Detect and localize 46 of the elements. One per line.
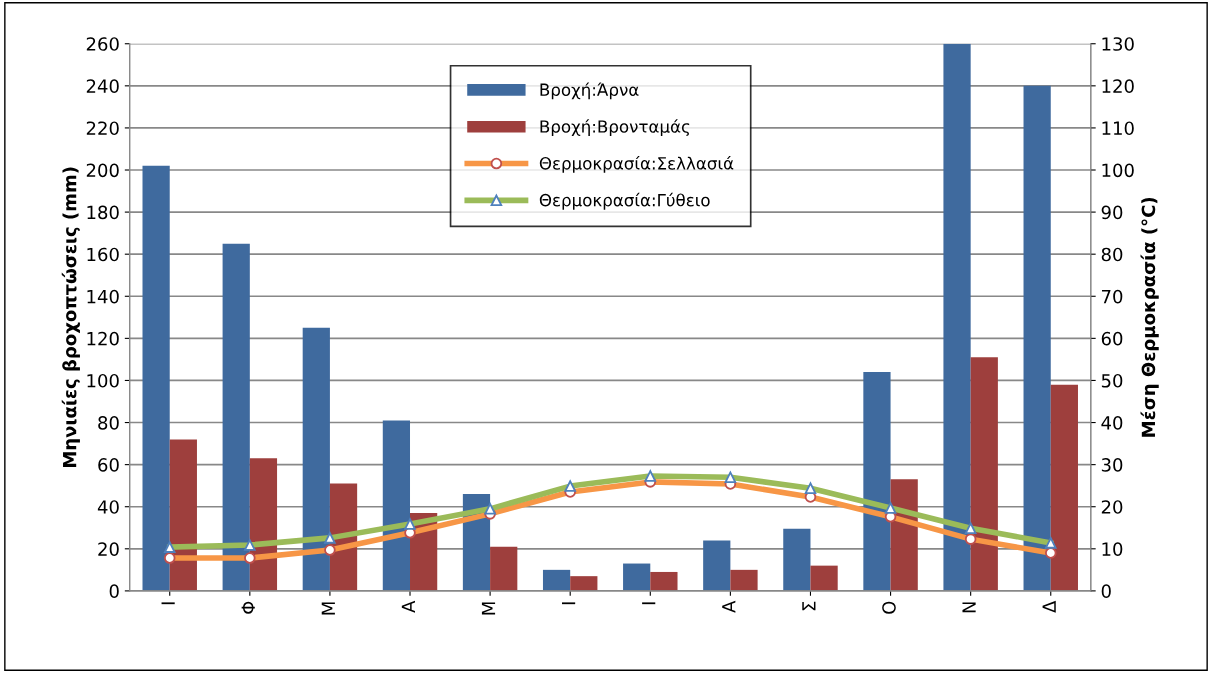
y-tick-label: 260 bbox=[86, 37, 119, 51]
y-tick-label: 180 bbox=[87, 205, 119, 220]
x-tick-label: Μ bbox=[481, 602, 496, 615]
y2-tick-label: 0 bbox=[1101, 584, 1111, 599]
y-tick-label: 240 bbox=[86, 79, 119, 93]
y2-tick-label: 110 bbox=[1102, 121, 1134, 136]
x-tick-label: Ι bbox=[562, 602, 576, 605]
y2-tick-label: 60 bbox=[1101, 331, 1123, 346]
y2-tick-label: 10 bbox=[1102, 542, 1123, 556]
legend-label: Θερμοκρασία:Γύθειο bbox=[539, 192, 710, 210]
x-tick-label: Ν bbox=[962, 602, 976, 613]
y-tick-label: 160 bbox=[87, 247, 119, 262]
y2-tick-label: 70 bbox=[1102, 289, 1123, 304]
y-tick-label: 40 bbox=[97, 500, 119, 514]
x-tick-label: Φ bbox=[241, 601, 255, 614]
y-tick-label: 100 bbox=[87, 373, 119, 388]
y-tick-label: 80 bbox=[98, 416, 119, 430]
legend-label: Βροχή:Άρνα bbox=[540, 82, 639, 100]
y-tick-label: 60 bbox=[98, 458, 119, 472]
legend-label: Θερμοκρασία:Σελλασιά bbox=[539, 156, 734, 173]
y-tick-label: 20 bbox=[98, 542, 119, 556]
y2-tick-label: 120 bbox=[1102, 79, 1134, 93]
y-tick-label: 200 bbox=[86, 163, 119, 178]
x-tick-label: Ο bbox=[882, 601, 896, 614]
y2-tick-label: 130 bbox=[1102, 37, 1134, 51]
y-tick-label: 220 bbox=[86, 121, 119, 136]
y2-axis-title: Μέση Θερμοκρασία (°C) bbox=[1140, 197, 1159, 437]
y-tick-label: 0 bbox=[109, 584, 119, 599]
x-tick-label: Σ bbox=[802, 601, 816, 611]
y2-tick-label: 40 bbox=[1101, 416, 1123, 430]
x-tick-label: Α bbox=[722, 600, 736, 613]
y2-tick-label: 90 bbox=[1101, 205, 1123, 220]
y-axis-title: Μηνιαίες βροχοπτώσεις (mm) bbox=[61, 167, 80, 468]
y2-tick-label: 30 bbox=[1101, 458, 1123, 472]
y-tick-label: 120 bbox=[87, 331, 119, 346]
x-tick-label: Ι bbox=[161, 602, 175, 605]
y2-tick-label: 80 bbox=[1101, 247, 1123, 262]
legend-label: Βροχή:Βρονταμάς bbox=[540, 119, 690, 137]
x-tick-label: Δ bbox=[1042, 600, 1056, 613]
y-tick-label: 140 bbox=[87, 289, 119, 304]
x-tick-label: Ι bbox=[642, 602, 656, 605]
x-tick-label: Α bbox=[401, 600, 415, 613]
y2-tick-label: 100 bbox=[1102, 163, 1134, 178]
x-tick-label: Μ bbox=[321, 602, 335, 615]
y2-tick-label: 50 bbox=[1101, 373, 1123, 388]
y2-tick-label: 20 bbox=[1101, 500, 1123, 514]
